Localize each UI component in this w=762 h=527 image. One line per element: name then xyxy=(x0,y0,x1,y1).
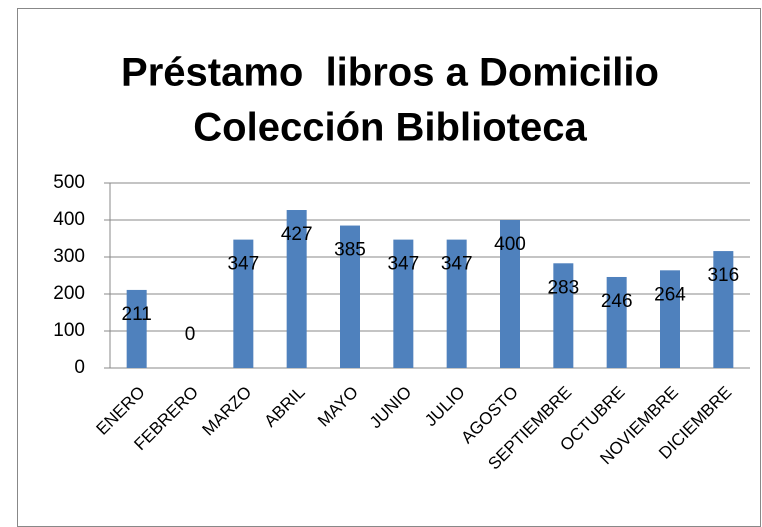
value-label: 400 xyxy=(494,234,526,255)
value-label: 385 xyxy=(334,240,366,261)
y-tick-label: 200 xyxy=(53,283,85,304)
value-label: 316 xyxy=(707,265,739,286)
value-label: 283 xyxy=(547,277,579,298)
value-label: 246 xyxy=(601,291,633,312)
chart-frame xyxy=(17,8,761,527)
bar xyxy=(286,210,307,368)
value-label: 0 xyxy=(185,324,196,345)
bar xyxy=(446,239,467,368)
value-label: 347 xyxy=(227,254,259,275)
bar xyxy=(393,239,414,368)
value-label: 211 xyxy=(122,304,152,325)
bar xyxy=(126,289,147,368)
bar xyxy=(340,225,360,368)
y-tick-label: 0 xyxy=(74,357,85,378)
y-tick-label: 300 xyxy=(53,246,85,267)
bar xyxy=(713,251,734,368)
bar xyxy=(606,276,627,368)
value-label: 347 xyxy=(387,254,419,275)
y-tick-label: 100 xyxy=(53,320,85,341)
value-label: 427 xyxy=(281,224,313,245)
chart-title: Colección Biblioteca xyxy=(193,106,587,150)
y-tick-label: 500 xyxy=(53,172,85,193)
bar xyxy=(660,270,680,368)
value-label: 264 xyxy=(654,284,686,305)
y-tick-label: 400 xyxy=(53,209,85,230)
bar xyxy=(233,239,254,368)
bar xyxy=(553,263,574,368)
value-label: 347 xyxy=(441,254,473,275)
chart-title: Préstamo libros a Domicilio xyxy=(121,51,659,95)
bar xyxy=(500,220,520,368)
